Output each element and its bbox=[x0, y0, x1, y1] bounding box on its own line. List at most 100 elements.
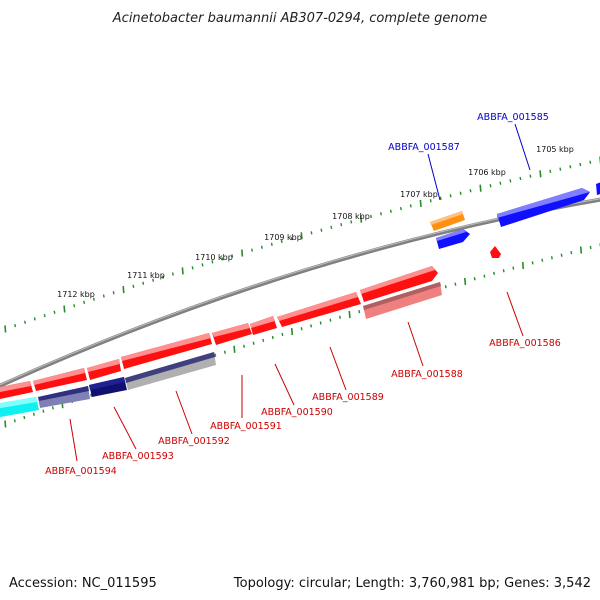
major-tick bbox=[63, 305, 66, 313]
minor-tick bbox=[102, 294, 105, 298]
minor-tick bbox=[310, 231, 313, 235]
minor-tick bbox=[340, 222, 343, 227]
gene-label[interactable]: ABBFA_001588 bbox=[391, 369, 463, 380]
minor-tick bbox=[409, 204, 412, 208]
minor-tick bbox=[444, 285, 447, 289]
minor-tick bbox=[389, 209, 392, 213]
map-title: Acinetobacter baumannii AB307-0294, comp… bbox=[112, 11, 487, 26]
minor-tick bbox=[473, 277, 476, 281]
gene-ABBFA_001586[interactable] bbox=[490, 246, 501, 258]
major-tick bbox=[521, 261, 525, 270]
minor-tick bbox=[570, 250, 573, 255]
minor-tick bbox=[281, 332, 284, 337]
minor-tick bbox=[251, 248, 253, 252]
major-tick bbox=[290, 328, 294, 336]
minor-tick bbox=[449, 194, 452, 198]
minor-tick bbox=[320, 228, 323, 232]
minor-tick bbox=[51, 406, 54, 410]
minor-tick bbox=[560, 253, 563, 257]
gene-ABBFA_001585-continuation[interactable] bbox=[596, 181, 600, 195]
minor-tick bbox=[252, 341, 255, 345]
outer-tick-row bbox=[4, 156, 600, 333]
gene-label[interactable]: ABBFA_001594 bbox=[45, 466, 117, 477]
gene-label[interactable]: ABBFA_001590 bbox=[261, 407, 333, 418]
minor-tick bbox=[579, 162, 582, 167]
minor-tick bbox=[243, 344, 245, 348]
kbp-label: 1712 kbp bbox=[57, 290, 95, 299]
minor-tick bbox=[271, 335, 274, 340]
minor-tick bbox=[559, 167, 562, 171]
minor-tick bbox=[112, 291, 115, 295]
minor-tick bbox=[32, 412, 35, 416]
gene-label[interactable]: ABBFA_001586 bbox=[489, 338, 561, 349]
gene-label[interactable]: ABBFA_001593 bbox=[102, 451, 174, 462]
minor-tick bbox=[53, 310, 56, 314]
kbp-label: 1710 kbp bbox=[195, 253, 233, 262]
major-tick bbox=[360, 215, 363, 223]
minor-tick bbox=[211, 260, 214, 264]
minor-tick bbox=[541, 258, 544, 262]
kbp-label: 1707 kbp bbox=[400, 190, 438, 199]
major-tick bbox=[233, 345, 236, 353]
kbp-label: 1711 kbp bbox=[127, 271, 165, 280]
minor-tick bbox=[90, 393, 93, 397]
minor-tick bbox=[330, 225, 333, 230]
major-tick bbox=[181, 267, 184, 275]
minor-tick bbox=[531, 261, 534, 265]
gene-label[interactable]: ABBFA_001591 bbox=[210, 421, 282, 432]
minor-tick bbox=[260, 245, 263, 249]
minor-tick bbox=[329, 318, 332, 322]
minor-tick bbox=[499, 181, 502, 185]
minor-tick bbox=[454, 282, 457, 286]
minor-tick bbox=[290, 236, 293, 241]
major-tick bbox=[479, 184, 482, 192]
minor-tick bbox=[509, 179, 512, 183]
gene-label[interactable]: ABBFA_001585 bbox=[477, 112, 549, 123]
minor-tick bbox=[399, 206, 402, 211]
kbp-label: 1706 kbp bbox=[468, 168, 506, 177]
minor-tick bbox=[493, 271, 495, 276]
minor-tick bbox=[171, 272, 174, 276]
reverse-genes bbox=[0, 246, 501, 418]
minor-tick bbox=[339, 315, 341, 319]
minor-tick bbox=[23, 415, 26, 420]
gene-label[interactable]: ABBFA_001592 bbox=[158, 436, 230, 447]
minor-tick bbox=[589, 160, 592, 164]
minor-tick bbox=[529, 174, 532, 178]
major-tick bbox=[539, 170, 542, 178]
minor-tick bbox=[319, 321, 322, 325]
kbp-labels: 1705 kbp 1706 kbp 1707 kbp 1708 kbp 1709… bbox=[57, 145, 574, 299]
minor-tick bbox=[43, 313, 46, 318]
minor-tick bbox=[14, 323, 17, 328]
topology-summary: Topology: circular; Length: 3,760,981 bp… bbox=[233, 576, 591, 591]
minor-tick bbox=[370, 214, 372, 219]
minor-tick bbox=[358, 309, 361, 314]
minor-tick bbox=[380, 212, 382, 216]
minor-tick bbox=[142, 281, 145, 285]
minor-tick bbox=[262, 338, 265, 343]
minor-tick bbox=[221, 257, 224, 261]
accession-text: Accession: NC_011595 bbox=[9, 576, 157, 591]
forward-genes bbox=[0, 181, 600, 399]
major-tick bbox=[4, 420, 7, 428]
gene-label[interactable]: ABBFA_001587 bbox=[388, 142, 460, 153]
gene-blue-small[interactable] bbox=[436, 229, 470, 249]
minor-tick bbox=[310, 324, 313, 328]
gene-label[interactable]: ABBFA_001589 bbox=[312, 392, 384, 403]
minor-tick bbox=[439, 196, 442, 200]
minor-tick bbox=[83, 300, 86, 305]
minor-tick bbox=[569, 165, 572, 169]
minor-tick bbox=[502, 269, 505, 273]
minor-tick bbox=[469, 189, 472, 193]
minor-tick bbox=[549, 169, 552, 174]
minor-tick bbox=[152, 278, 155, 282]
minor-tick bbox=[162, 275, 164, 279]
minor-tick bbox=[270, 242, 273, 246]
minor-tick bbox=[132, 284, 135, 289]
major-tick bbox=[464, 277, 467, 285]
major-tick bbox=[579, 246, 583, 254]
minor-tick bbox=[483, 274, 486, 278]
minor-tick bbox=[191, 266, 194, 270]
minor-tick bbox=[42, 409, 45, 413]
